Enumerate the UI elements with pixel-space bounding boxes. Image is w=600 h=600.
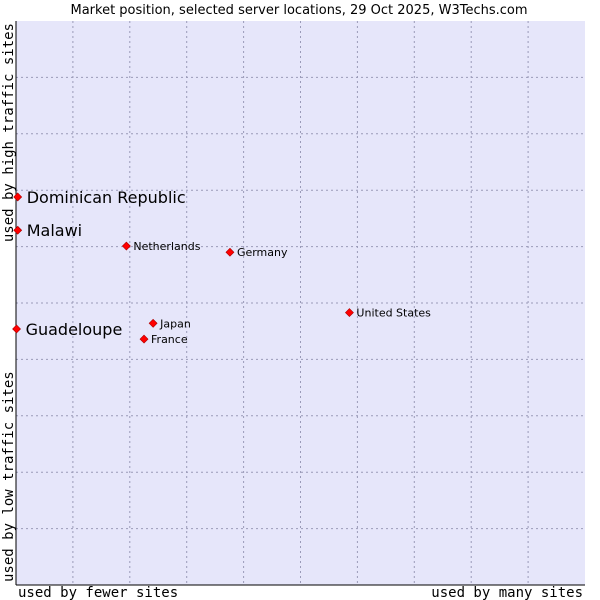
point-label-dominican-republic: Dominican Republic [27, 188, 186, 207]
point-marker-guadeloupe [12, 324, 21, 334]
point-marker-dominican-republic [13, 192, 23, 202]
chart-title: Market position, selected server locatio… [70, 3, 527, 18]
gridlines [16, 21, 585, 585]
point-label-netherlands: Netherlands [133, 240, 200, 253]
y-axis-label-bottom: used by low traffic sites [1, 371, 17, 582]
point-japan: Japan [148, 317, 191, 330]
point-united-states: United States [345, 307, 431, 320]
point-label-guadeloupe: Guadeloupe [26, 320, 123, 339]
point-france: France [139, 333, 188, 346]
point-marker-france [139, 334, 149, 344]
point-marker-united-states [345, 308, 354, 318]
x-axis-label-right: used by many sites [431, 585, 583, 600]
point-marker-germany [225, 247, 235, 257]
point-guadeloupe: Guadeloupe [12, 320, 123, 339]
point-label-united-states: United States [356, 307, 431, 320]
point-label-germany: Germany [237, 246, 288, 259]
data-points: Dominican Republic Malawi Guadeloupe Nether… [12, 188, 431, 346]
point-netherlands: Netherlands [121, 240, 201, 253]
point-label-france: France [151, 333, 188, 346]
point-germany: Germany [225, 246, 288, 259]
point-marker-netherlands [121, 241, 131, 251]
y-axis-label-top: used by high traffic sites [1, 23, 17, 242]
point-malawi: Malawi [13, 221, 82, 240]
x-axis-label-left: used by fewer sites [18, 585, 178, 600]
point-marker-japan [148, 318, 158, 328]
point-marker-malawi [13, 225, 23, 235]
point-dominican-republic: Dominican Republic [13, 188, 186, 207]
point-label-japan: Japan [159, 317, 191, 330]
point-label-malawi: Malawi [27, 221, 82, 240]
